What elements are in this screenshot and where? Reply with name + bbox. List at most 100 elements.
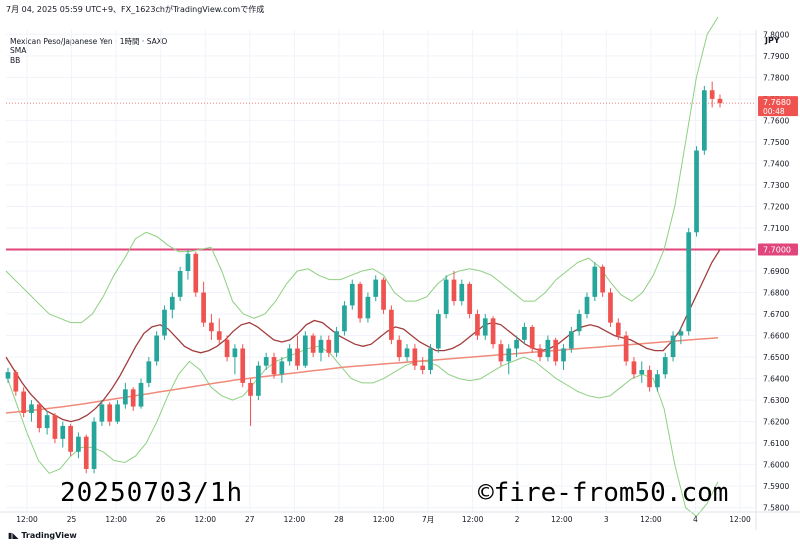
price-tick-label: 7.7900 [763,52,789,61]
candle-body [146,361,152,383]
date-watermark: 20250703/1h [60,478,244,508]
grid-lines [6,30,756,512]
candle-body [295,348,300,366]
price-tick-label: 7.7500 [763,138,789,147]
candle-body [639,369,645,375]
level-tag-bg [758,243,798,256]
candle-body [326,339,332,353]
candle-body [357,283,363,319]
sma-short-line [5,249,721,423]
candle-body [52,415,58,439]
bb-indicator-label[interactable]: BB [10,56,21,65]
price-tick-label: 7.6300 [763,396,789,405]
candle-body [475,314,480,336]
candle-body [389,309,394,340]
candle-body [467,283,472,315]
candle-body [29,404,34,414]
candlestick-series [5,81,723,474]
candle-body [13,372,19,392]
candle-body [232,348,238,358]
sma-indicator-label[interactable]: SMA [10,46,27,55]
candle-body [263,357,269,366]
candle-body [381,279,386,310]
currency-label: JPY [765,36,780,45]
tradingview-logo[interactable]: ▮◣ TradingView [8,531,77,540]
tradingview-logo-icon: ▮◣ [8,531,22,540]
symbol-legend[interactable]: Mexican Peso/Japanese Yen · 1時間 · SAXO [10,37,168,46]
candle-body [490,318,496,345]
candle-body [592,266,598,297]
price-tick-label: 7.6100 [763,439,789,448]
bb-lower-line [5,345,719,517]
time-tick-label: 12:00 [729,515,751,524]
price-tick-label: 7.6400 [763,375,789,384]
candle-body [459,283,465,302]
candle-body [396,339,402,358]
candle-body [623,335,629,362]
candle-body [36,404,42,429]
price-tick-label: 7.7100 [763,224,789,233]
time-tick-label: 12:00 [194,515,216,524]
candle-body [21,391,26,414]
bb-upper-line [5,16,719,324]
time-tick-label: 26 [156,515,166,524]
time-tick-label: 12:00 [284,515,306,524]
candle-body [162,309,167,336]
candle-body [529,326,535,349]
candle-body [608,292,613,323]
candle-body [522,326,527,340]
candle-body [482,318,488,336]
time-tick-label: 7月 [422,515,434,524]
price-tick-label: 7.6000 [763,461,789,470]
candle-body [662,357,668,375]
candle-body [302,335,308,366]
candle-body [702,90,707,151]
candle-body [115,404,120,422]
candle-body [647,369,652,388]
time-tick-label: 12:00 [105,515,127,524]
candle-body [561,348,566,362]
time-tick-label: 25 [67,515,77,524]
candle-body [670,335,676,358]
price-tick-label: 7.7400 [763,159,789,168]
candle-body [506,348,512,362]
candle-body [435,314,441,349]
time-tick-label: 12:00 [373,515,395,524]
candle-body [256,365,261,396]
candle-body [185,253,191,271]
candle-body [318,339,324,353]
candle-body [615,322,621,336]
price-axis[interactable]: 7.5800 7.5900 7.6000 7.6100 7.6200 7.6300 7.64… [755,30,789,530]
price-tick-label: 7.6500 [763,353,789,362]
candle-body [584,296,590,315]
candle-body [130,389,136,407]
price-tick-label: 7.6200 [763,418,789,427]
price-tick-label: 7.7200 [763,202,789,211]
candle-body [224,339,230,358]
price-tick-label: 7.5900 [763,482,789,491]
candle-body [76,436,81,452]
candle-body [334,331,339,353]
candle-body [678,331,684,336]
time-tick-label: 12:00 [551,515,573,524]
indicator-lines [5,16,756,517]
candle-body [631,361,637,375]
candle-body [91,421,97,469]
candle-body [498,344,504,362]
candle-body [553,339,559,362]
time-tick-label: 28 [334,515,344,524]
candle-body [443,279,449,315]
candle-body [537,348,543,358]
time-tick-label: 27 [245,515,255,524]
sma-long-line [5,336,719,414]
candle-body [600,266,605,293]
candle-body [209,322,214,332]
candle-body [138,382,144,407]
candle-body [216,331,222,340]
bar-countdown: 00:48 [763,107,785,116]
time-axis[interactable]: 12:00 25 12:00 26 12:00 27 12:00 28 12:00 7月 12:00… [0,511,800,524]
price-tick-label: 7.6600 [763,332,789,341]
time-tick-label: 4 [693,515,698,524]
